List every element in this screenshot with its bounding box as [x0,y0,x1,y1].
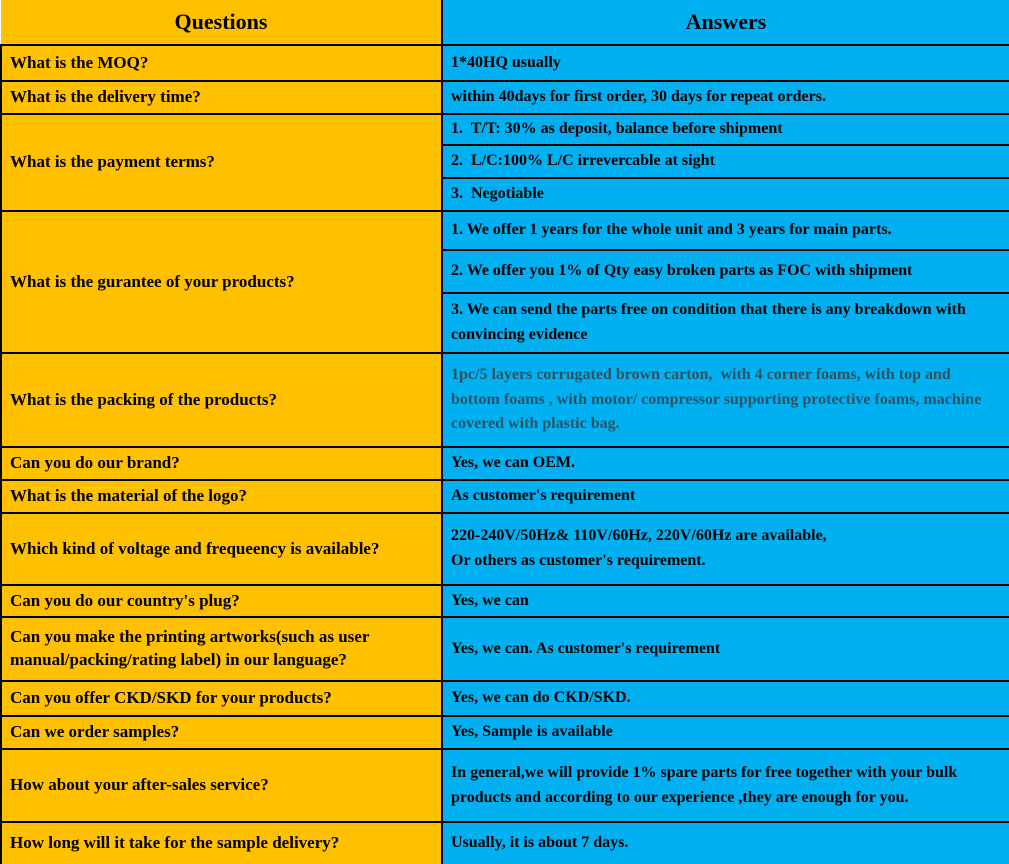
question-cell-after-sales: How about your after-sales service? [0,748,443,823]
question-cell-plug: Can you do our country's plug? [0,584,443,618]
answer-cell-moq: 1*40HQ usually [441,44,1009,82]
question-cell-logo-material: What is the material of the logo? [0,479,443,514]
answers-column-header: Answers [441,0,1009,46]
table-row: How about your after-sales service? In g… [0,748,1009,823]
answer-cell-sample-delivery: Usually, it is about 7 days. [441,821,1009,864]
question-cell-printing-artworks: Can you make the printing artworks(such … [0,616,443,682]
table-row: 2. We offer you 1% of Qty easy broken pa… [1,249,1009,294]
table-row: What is the packing of the products? 1pc… [0,352,1009,448]
table-row: Which kind of voltage and frequeency is … [0,512,1009,586]
answer-cell-ckd-skd: Yes, we can do CKD/SKD. [441,680,1009,717]
question-cell-packing: What is the packing of the products? [0,352,443,448]
table-row: Can we order samples? Yes, Sample is ava… [0,715,1009,750]
answer-cell-logo-material: As customer's requirement [441,479,1009,514]
answer-cell-voltage: 220-240V/50Hz& 110V/60Hz, 220V/60Hz are … [441,512,1009,586]
table-row: What is the MOQ? 1*40HQ usually [0,44,1009,82]
question-cell-samples: Can we order samples? [0,715,443,750]
answer-cell-brand: Yes, we can OEM. [441,446,1009,481]
table-row: Can you do our country's plug? Yes, we c… [0,584,1009,618]
table-row: What is the material of the logo? As cus… [0,479,1009,514]
table-row: Can you make the printing artworks(such … [0,616,1009,682]
answer-cell-after-sales: In general,we will provide 1% spare part… [441,748,1009,823]
table-row: Can you do our brand? Yes, we can OEM. [0,446,1009,481]
table-row: What is the gurantee of your products? 1… [0,210,1009,354]
question-cell-ckd-skd: Can you offer CKD/SKD for your products? [0,680,443,717]
header-row: Questions Answers [1,0,1009,46]
table-row: What is the delivery time? within 40days… [0,80,1009,115]
answer-cell-printing-artworks: Yes, we can. As customer's requirement [441,616,1009,682]
answer-cell-samples: Yes, Sample is available [441,715,1009,750]
answer-cell-guarantee-3: 3. We can send the parts free on conditi… [441,292,1009,354]
answer-cell-guarantee-1: 1. We offer 1 years for the whole unit a… [441,210,1009,251]
answer-cell-payment-terms-1: 1. T/T: 30% as deposit, balance before s… [441,113,1009,146]
answer-cell-payment-terms-2: 2. L/C:100% L/C irrevercable at sight [441,144,1009,179]
answer-cell-guarantee-2: 2. We offer you 1% of Qty easy broken pa… [441,249,1009,294]
question-cell-payment-terms: What is the payment terms? [0,113,443,212]
table-row: What is the payment terms? 1. T/T: 30% a… [0,113,1009,212]
question-cell-moq: What is the MOQ? [0,44,443,82]
answer-cell-delivery-time: within 40days for first order, 30 days f… [441,80,1009,115]
table-row: 2. L/C:100% L/C irrevercable at sight [1,144,1009,179]
answer-cell-plug: Yes, we can [441,584,1009,618]
table-row: 3. We can send the parts free on conditi… [1,292,1009,354]
table-row: How long will it take for the sample del… [0,821,1009,864]
questions-column-header: Questions [1,0,443,46]
question-cell-sample-delivery: How long will it take for the sample del… [0,821,443,864]
answer-cell-packing: 1pc/5 layers corrugated brown carton, wi… [441,352,1009,448]
question-cell-guarantee: What is the gurantee of your products? [0,210,443,354]
table-row: Can you offer CKD/SKD for your products?… [0,680,1009,717]
question-cell-voltage: Which kind of voltage and frequeency is … [0,512,443,586]
answer-cell-payment-terms-3: 3. Negotiable [441,177,1009,212]
question-cell-delivery-time: What is the delivery time? [0,80,443,115]
table-row: 3. Negotiable [1,177,1009,212]
question-cell-brand: Can you do our brand? [0,446,443,481]
